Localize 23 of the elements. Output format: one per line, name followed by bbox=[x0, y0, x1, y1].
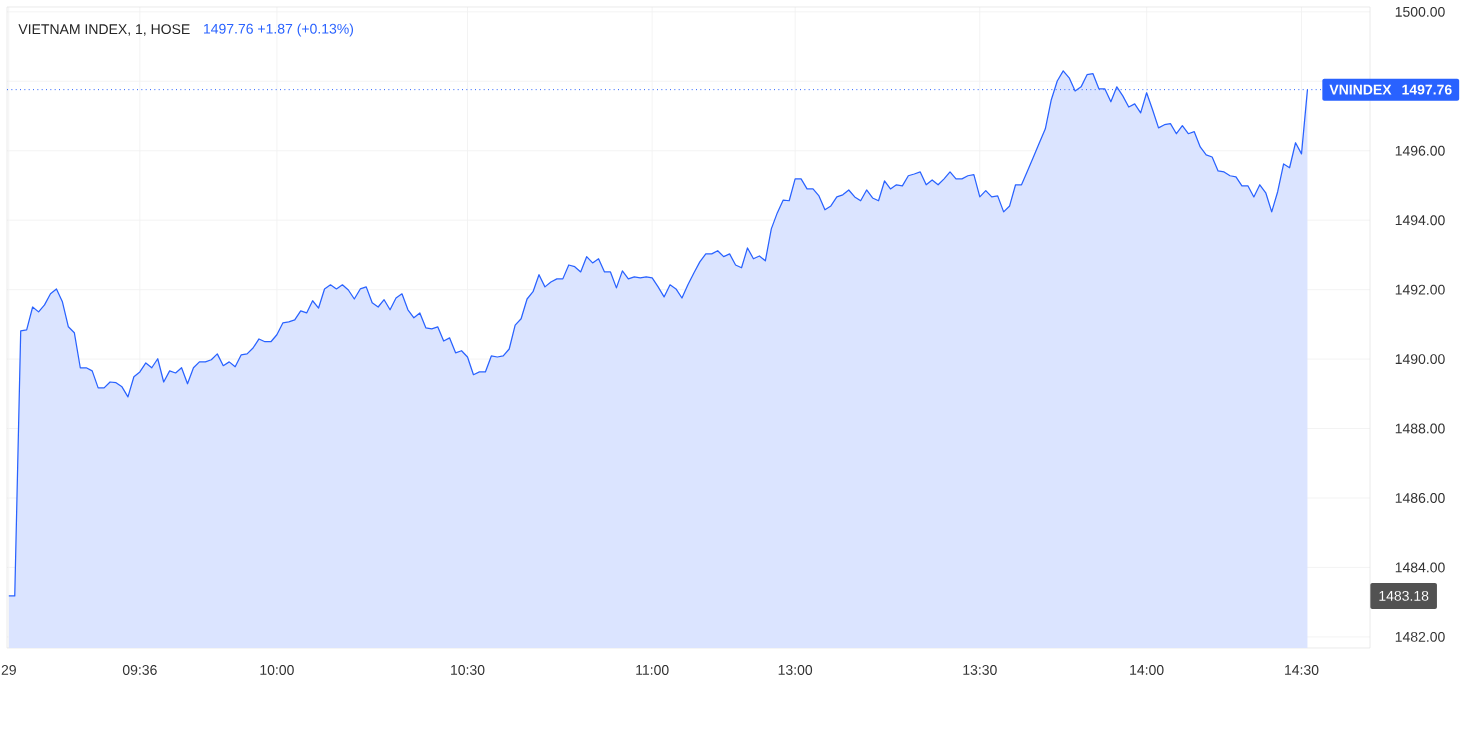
x-tick-label: 09:36 bbox=[122, 664, 157, 675]
text: 1483.18 bbox=[1379, 590, 1429, 601]
x-tick-label: 29 bbox=[1, 664, 16, 675]
y-tick-label: 1482.00 bbox=[1395, 631, 1445, 642]
x-tick-label: 10:00 bbox=[260, 664, 294, 675]
x-tick-label: 13:30 bbox=[963, 664, 997, 675]
y-tick-label: 1496.00 bbox=[1395, 145, 1445, 156]
y-tick-label: 1490.00 bbox=[1395, 354, 1445, 365]
y-tick-label: 1488.00 bbox=[1395, 423, 1445, 434]
y-tick-label: 1484.00 bbox=[1395, 562, 1445, 573]
text: 1497.76 +1.87 (+0.13%) bbox=[204, 23, 354, 37]
y-tick-label: 1500.00 bbox=[1395, 6, 1445, 17]
text: VIETNAM INDEX, 1, HOSE bbox=[18, 24, 190, 36]
y-tick-label: 1486.00 bbox=[1395, 493, 1445, 503]
y-tick-label: 1492.00 bbox=[1395, 284, 1445, 295]
series-label: VNINDEX bbox=[1329, 84, 1392, 95]
y-tick-label: 1494.00 bbox=[1395, 215, 1445, 226]
x-tick-label: 11:00 bbox=[636, 664, 669, 675]
x-tick-label: 13:00 bbox=[778, 664, 813, 675]
x-tick-label: 10:30 bbox=[451, 664, 485, 675]
x-tick-label: 14:00 bbox=[1130, 664, 1164, 675]
x-tick-label: 14:30 bbox=[1285, 664, 1319, 675]
ref-line-label: 1497.76 bbox=[1402, 84, 1452, 95]
